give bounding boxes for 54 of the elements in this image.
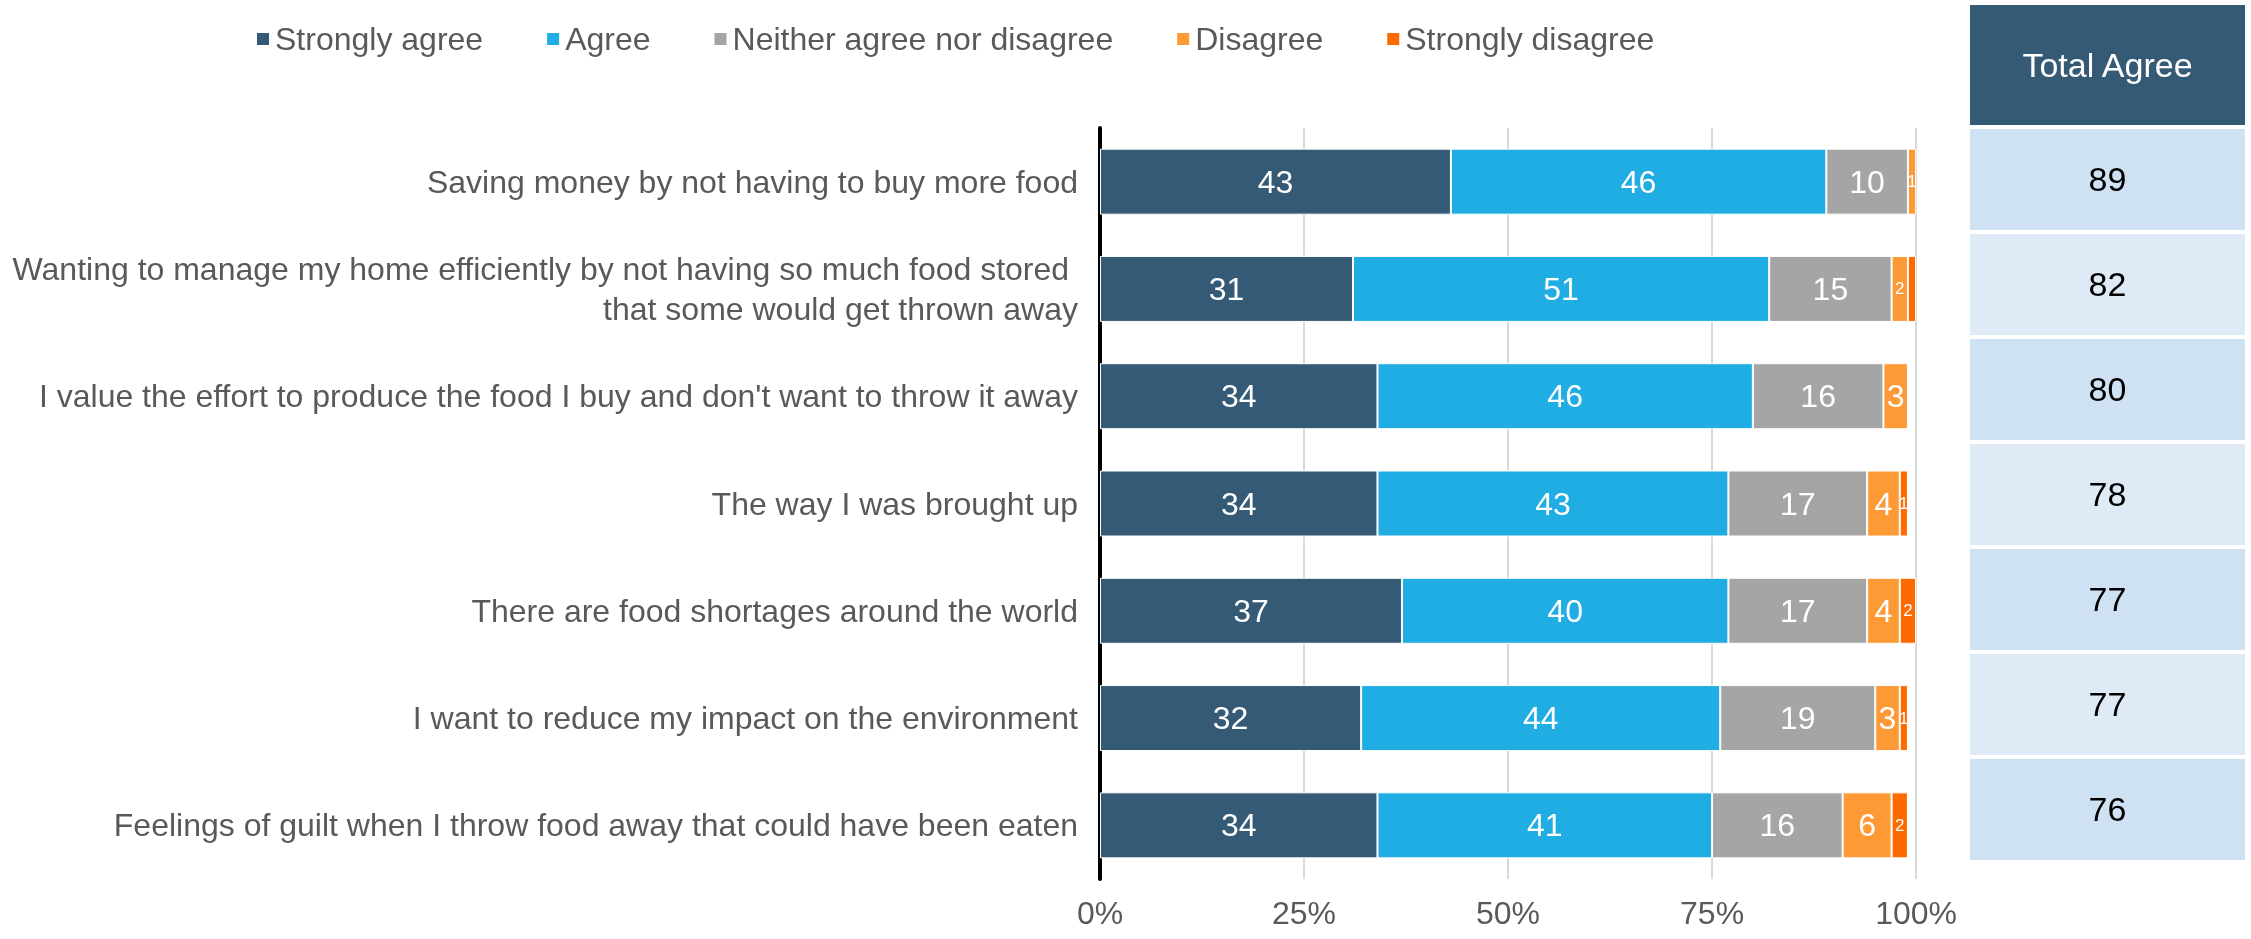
legend-label: Disagree — [1195, 21, 1324, 57]
y-tick-label: Saving money by not having to buy more food — [426, 163, 1078, 200]
data-label: 17 — [1779, 592, 1816, 629]
data-label: 16 — [1800, 378, 1836, 415]
x-tick-label: 25% — [1272, 895, 1337, 931]
data-label: 3 — [1886, 378, 1905, 415]
data-label: 2 — [1895, 279, 1905, 299]
x-tick-label: 75% — [1680, 895, 1745, 931]
legend-label: Neither agree nor disagree — [732, 21, 1114, 57]
data-label: 15 — [1812, 270, 1849, 307]
data-label: 10 — [1849, 163, 1885, 200]
text: 82 — [1970, 234, 2245, 335]
text: 77 — [1970, 654, 2245, 755]
data-label: 3 — [1878, 700, 1897, 737]
y-tick-label: Feelings of guilt when I throw food away that could have been eaten — [113, 807, 1078, 844]
text: 76 — [1970, 759, 2245, 860]
x-tick-label: 50% — [1476, 895, 1541, 931]
data-label: 46 — [1620, 163, 1657, 200]
text: 77 — [1970, 549, 2245, 650]
data-label: 51 — [1543, 270, 1579, 307]
text: 80 — [1970, 339, 2245, 440]
x-tick-label: 100% — [1875, 895, 1957, 931]
data-label: 40 — [1547, 592, 1583, 629]
data-label: 43 — [1257, 163, 1294, 200]
y-tick-label: There are food shortages around the world — [471, 592, 1078, 629]
legend-label: Agree — [565, 21, 651, 57]
data-label: 16 — [1759, 807, 1796, 844]
data-label: 2 — [1903, 601, 1913, 621]
data-label: 32 — [1212, 700, 1249, 737]
legend-label: Strongly disagree — [1405, 21, 1655, 57]
data-label: 44 — [1522, 700, 1559, 737]
data-label: 46 — [1547, 378, 1583, 415]
data-label: 34 — [1220, 485, 1257, 522]
data-label: 4 — [1874, 592, 1893, 629]
x-tick-label: 0% — [1076, 895, 1124, 931]
text: Total Agree — [1970, 5, 2245, 125]
y-tick-label: The way I was brought up — [711, 485, 1078, 522]
data-label: 34 — [1220, 378, 1257, 415]
text: 89 — [1970, 129, 2245, 230]
data-label: 6 — [1858, 807, 1877, 844]
data-label: 19 — [1779, 700, 1816, 737]
data-label: 37 — [1233, 592, 1269, 629]
data-label: 41 — [1526, 807, 1563, 844]
data-label: 4 — [1874, 485, 1893, 522]
data-label: 2 — [1895, 815, 1905, 835]
data-label: 34 — [1220, 807, 1257, 844]
y-tick-label: Wanting to manage my home efficiently by not having so much food stored that some would get thrown away — [12, 250, 1078, 327]
y-tick-label: I want to reduce my impact on the environment — [412, 700, 1079, 737]
data-label: 17 — [1779, 485, 1816, 522]
data-label: 43 — [1535, 485, 1571, 522]
y-tick-label: I value the effort to produce the food I buy and don't want to throw it away — [38, 378, 1078, 415]
text: 78 — [1970, 444, 2245, 545]
data-label: 31 — [1208, 270, 1245, 307]
legend-label: Strongly agree — [275, 21, 484, 57]
